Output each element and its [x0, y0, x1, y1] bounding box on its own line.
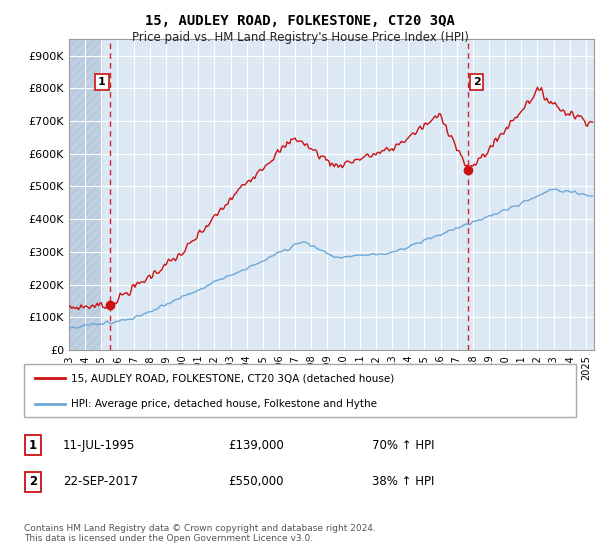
- Text: HPI: Average price, detached house, Folkestone and Hythe: HPI: Average price, detached house, Folk…: [71, 399, 377, 409]
- Text: 2: 2: [473, 77, 481, 87]
- Text: 15, AUDLEY ROAD, FOLKESTONE, CT20 3QA: 15, AUDLEY ROAD, FOLKESTONE, CT20 3QA: [145, 14, 455, 28]
- Text: 70% ↑ HPI: 70% ↑ HPI: [372, 438, 434, 452]
- Text: 15, AUDLEY ROAD, FOLKESTONE, CT20 3QA (detached house): 15, AUDLEY ROAD, FOLKESTONE, CT20 3QA (d…: [71, 374, 394, 384]
- Text: 1: 1: [29, 438, 37, 452]
- Text: 22-SEP-2017: 22-SEP-2017: [63, 475, 138, 488]
- Text: 11-JUL-1995: 11-JUL-1995: [63, 438, 136, 452]
- Polygon shape: [69, 39, 101, 350]
- Text: £139,000: £139,000: [228, 438, 284, 452]
- Text: 2: 2: [29, 475, 37, 488]
- Text: Price paid vs. HM Land Registry's House Price Index (HPI): Price paid vs. HM Land Registry's House …: [131, 31, 469, 44]
- Text: 1: 1: [98, 77, 106, 87]
- Text: Contains HM Land Registry data © Crown copyright and database right 2024.
This d: Contains HM Land Registry data © Crown c…: [24, 524, 376, 543]
- Text: £550,000: £550,000: [228, 475, 284, 488]
- Text: 38% ↑ HPI: 38% ↑ HPI: [372, 475, 434, 488]
